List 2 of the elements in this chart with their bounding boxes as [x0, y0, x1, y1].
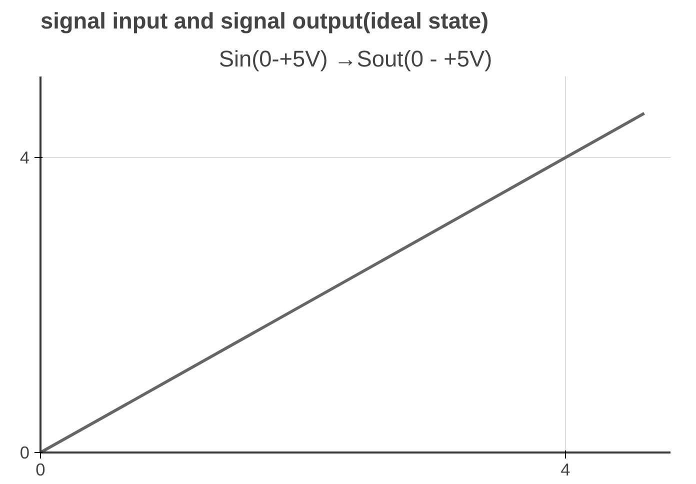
chart-title: signal input and signal output(ideal state)	[40, 8, 489, 34]
chart-subtitle: Sin(0-+5V) →Sout(0 - +5V)	[218, 46, 492, 72]
